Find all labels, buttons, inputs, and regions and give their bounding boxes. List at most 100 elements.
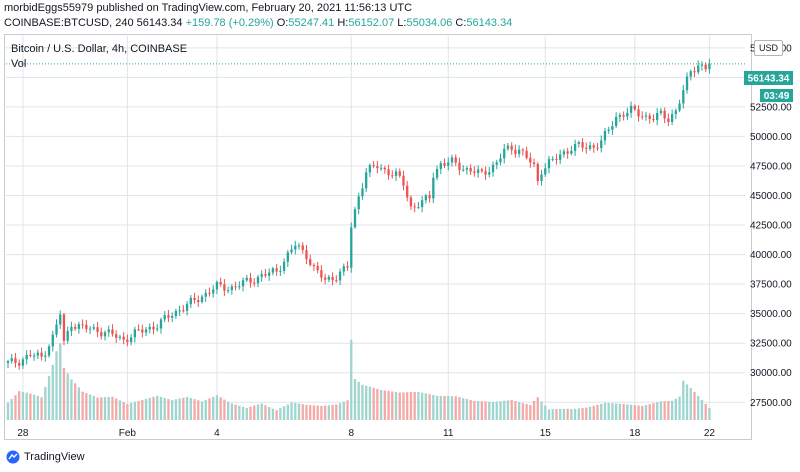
volume-bar — [115, 398, 118, 420]
candle-body — [36, 352, 40, 356]
candle-body — [21, 359, 25, 366]
volume-bar — [182, 397, 185, 420]
candle-body — [379, 167, 383, 169]
candle-body — [573, 143, 577, 151]
volume-bar — [592, 405, 595, 420]
candle-body — [312, 264, 316, 266]
currency-button[interactable]: USD — [754, 40, 783, 56]
candle-body — [428, 195, 431, 199]
volume-bar — [484, 401, 487, 420]
volume-bar — [603, 402, 607, 420]
volume-bar — [607, 403, 610, 420]
volume-bar — [682, 380, 685, 420]
candle-body — [585, 147, 588, 149]
volume-bar — [249, 406, 252, 420]
candle-body — [111, 329, 114, 335]
volume-bar — [282, 406, 286, 420]
candle-body — [491, 164, 495, 173]
volume-bar — [156, 395, 159, 420]
volume-bar — [74, 383, 77, 420]
candle-body — [596, 147, 599, 149]
volume-bar — [279, 408, 282, 420]
candle-body — [648, 115, 651, 120]
y-tick-label: 35000.00 — [750, 309, 792, 320]
candle-body — [387, 169, 390, 176]
volume-bar — [439, 395, 442, 420]
candle-body — [77, 324, 81, 329]
open-key: O: — [276, 17, 289, 29]
candle-body — [570, 150, 573, 154]
volume-bar — [577, 408, 580, 420]
candle-body — [59, 314, 62, 325]
candle-body — [249, 277, 252, 283]
volume-bar — [29, 393, 32, 420]
volume-bar — [174, 399, 178, 420]
candle-body — [361, 188, 364, 197]
volume-bar — [514, 401, 517, 420]
volume-bar — [96, 397, 99, 420]
footer-brand[interactable]: TradingView — [6, 450, 85, 464]
candle-body — [540, 174, 543, 181]
last-price: 56143.34 — [136, 17, 183, 29]
candle-body — [264, 274, 267, 276]
candle-body — [663, 110, 666, 119]
candle-body — [185, 304, 189, 311]
candle-body — [462, 169, 465, 171]
volume-bar — [152, 396, 155, 420]
volume-bar — [585, 407, 588, 420]
candle-body — [357, 196, 360, 210]
candle-body — [529, 157, 532, 163]
candle-body — [126, 339, 129, 343]
candle-body — [420, 200, 424, 208]
publish-info: morbidEggs55979 published on TradingView… — [4, 2, 412, 14]
volume-bar — [547, 409, 551, 420]
volume-bar — [588, 406, 592, 420]
candle-body — [435, 168, 439, 178]
volume-bar — [51, 364, 54, 420]
volume-bar — [379, 389, 383, 420]
volume-bar — [708, 407, 711, 420]
volume-bar — [641, 406, 644, 420]
volume-bar — [667, 400, 670, 420]
candle-body — [241, 280, 245, 287]
candle-body — [510, 145, 513, 150]
volume-bar — [420, 392, 424, 420]
candle-body — [652, 119, 655, 121]
volume-bar — [70, 379, 73, 420]
candle-body — [667, 118, 670, 122]
volume-bar — [189, 397, 192, 420]
candle-body — [517, 149, 521, 154]
candle-body — [450, 157, 454, 163]
volume-bar — [626, 404, 629, 420]
candle-body — [693, 71, 696, 73]
volume-bar — [406, 392, 409, 420]
volume-bar — [327, 405, 331, 420]
candle-body — [212, 289, 215, 294]
candle-body — [51, 334, 54, 347]
candle-body — [309, 259, 312, 265]
volume-bar — [118, 400, 122, 420]
y-tick-label: 45000.00 — [750, 191, 792, 202]
volume-bar — [234, 404, 237, 420]
volume-bar — [480, 401, 483, 420]
candle-body — [342, 266, 345, 272]
y-tick-label: 37500.00 — [750, 280, 792, 291]
volume-bar — [458, 397, 461, 420]
candle-body — [600, 140, 603, 149]
volume-bar — [633, 405, 636, 420]
volume-bar — [301, 404, 304, 420]
low-key: L: — [397, 17, 407, 29]
candle-body — [674, 110, 677, 115]
candle-body — [118, 336, 122, 338]
volume-bar — [260, 403, 263, 420]
volume-bar — [44, 386, 47, 420]
volume-bar — [126, 404, 129, 420]
candle-body — [536, 163, 539, 181]
volume-bar — [495, 401, 498, 420]
candle-body — [424, 195, 428, 201]
candle-body — [279, 270, 282, 272]
candle-body — [458, 162, 461, 171]
volume-bar — [648, 404, 651, 420]
candle-body — [432, 177, 435, 199]
